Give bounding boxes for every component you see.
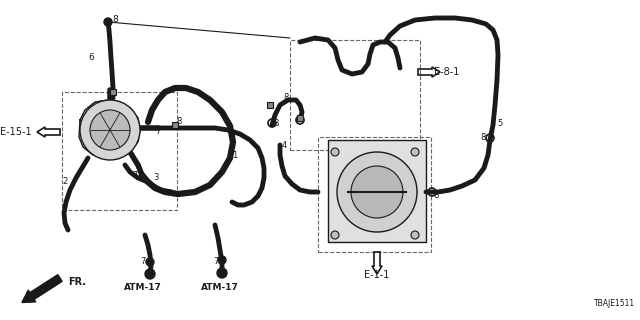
Circle shape [217, 268, 227, 278]
Text: 7: 7 [213, 258, 218, 267]
Text: 8: 8 [283, 93, 289, 102]
Circle shape [337, 152, 417, 232]
Bar [110, 89, 116, 95]
Circle shape [146, 258, 154, 266]
Text: 2: 2 [62, 178, 67, 187]
Text: 8: 8 [480, 132, 485, 141]
Text: 8: 8 [433, 190, 438, 199]
Polygon shape [79, 100, 140, 158]
Bar [290, 40, 420, 150]
Text: TBAJE1511: TBAJE1511 [594, 299, 635, 308]
Text: 6: 6 [88, 53, 93, 62]
Text: 7: 7 [140, 258, 145, 267]
Circle shape [218, 256, 226, 264]
Text: 4: 4 [282, 140, 287, 149]
Text: E-1-1: E-1-1 [364, 270, 390, 280]
Circle shape [145, 269, 155, 279]
Text: E-15-1: E-15-1 [0, 127, 31, 137]
Text: 5: 5 [497, 118, 502, 127]
Circle shape [104, 18, 112, 26]
Text: E-8-1: E-8-1 [434, 67, 460, 77]
Text: 1: 1 [232, 150, 237, 159]
Bar [328, 140, 426, 242]
Circle shape [331, 231, 339, 239]
Text: 3: 3 [153, 173, 158, 182]
Circle shape [351, 166, 403, 218]
Bar [318, 137, 431, 252]
Text: ATM-17: ATM-17 [201, 284, 239, 292]
Text: 8: 8 [176, 116, 181, 125]
Circle shape [90, 110, 130, 150]
Bar [62, 92, 177, 210]
Text: ATM-17: ATM-17 [124, 284, 162, 292]
Bar [267, 102, 273, 108]
Text: 7: 7 [155, 127, 161, 137]
Text: 7: 7 [132, 172, 138, 180]
Text: 8: 8 [112, 15, 118, 25]
Circle shape [411, 148, 419, 156]
Bar [297, 115, 303, 121]
Text: 8: 8 [273, 118, 278, 127]
Circle shape [411, 231, 419, 239]
Text: FR.: FR. [68, 277, 86, 287]
Bar [172, 122, 178, 128]
FancyArrow shape [22, 275, 62, 302]
Circle shape [331, 148, 339, 156]
Circle shape [80, 100, 140, 160]
